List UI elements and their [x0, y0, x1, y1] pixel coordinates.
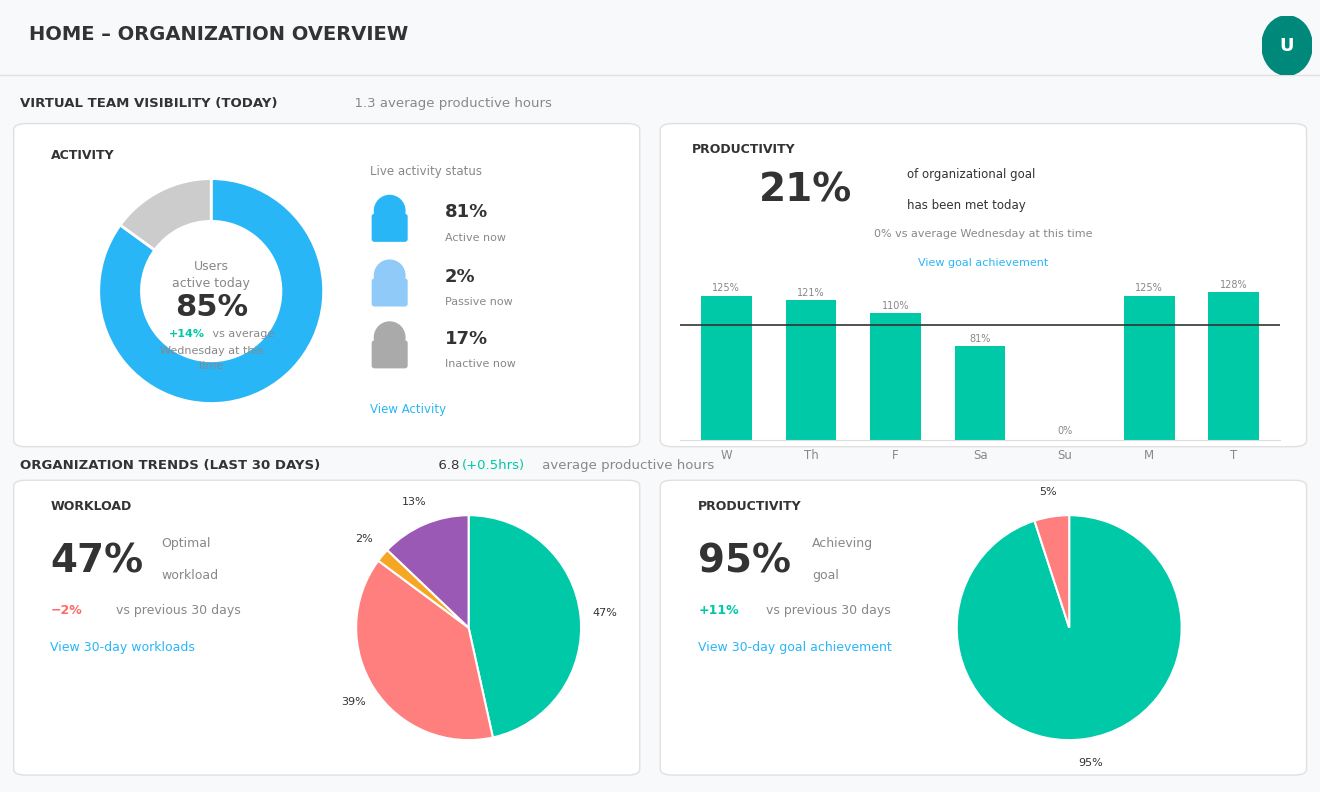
Text: View Activity: View Activity [370, 402, 446, 416]
Text: Achieving: Achieving [812, 537, 874, 550]
Text: Passive now: Passive now [445, 297, 513, 307]
Wedge shape [387, 515, 469, 627]
Text: ACTIVITY: ACTIVITY [50, 149, 114, 162]
FancyBboxPatch shape [372, 214, 408, 242]
FancyBboxPatch shape [372, 341, 408, 368]
Circle shape [375, 196, 405, 227]
Text: 81%: 81% [445, 204, 488, 221]
Text: has been met today: has been met today [907, 200, 1026, 212]
Text: 2%: 2% [355, 535, 372, 544]
Circle shape [375, 322, 405, 353]
Text: 95%: 95% [698, 543, 791, 581]
Text: 95%: 95% [1078, 758, 1104, 768]
Text: 2%: 2% [445, 268, 475, 286]
Wedge shape [356, 561, 492, 740]
Bar [785, 300, 837, 440]
Text: View 30-day goal achievement: View 30-day goal achievement [698, 642, 892, 654]
FancyBboxPatch shape [660, 124, 1307, 447]
Legend: Optimal, High, Low, Varied: Optimal, High, Low, Varied [770, 711, 842, 777]
Wedge shape [469, 515, 581, 737]
Text: +14%: +14% [169, 329, 205, 339]
Text: +11%: +11% [698, 604, 739, 617]
Text: 47%: 47% [50, 543, 144, 581]
Text: WORKLOAD: WORKLOAD [50, 501, 132, 513]
Text: View 30-day workloads: View 30-day workloads [50, 642, 195, 654]
Text: vs previous 30 days: vs previous 30 days [762, 604, 891, 617]
Text: ORGANIZATION TRENDS (LAST 30 DAYS): ORGANIZATION TRENDS (LAST 30 DAYS) [20, 459, 319, 472]
Wedge shape [379, 550, 469, 627]
Text: of organizational goal: of organizational goal [907, 168, 1036, 181]
Text: Active now: Active now [445, 233, 506, 242]
Text: 47%: 47% [593, 607, 618, 618]
Text: Live activity status: Live activity status [370, 165, 482, 177]
Wedge shape [957, 515, 1181, 740]
Text: workload: workload [161, 569, 218, 582]
Bar [954, 346, 1006, 440]
Wedge shape [120, 178, 211, 250]
Wedge shape [99, 178, 323, 403]
Text: 85%: 85% [174, 293, 248, 322]
Text: Wednesday at this: Wednesday at this [160, 345, 263, 356]
Text: 21%: 21% [759, 171, 853, 209]
Text: time: time [198, 361, 224, 371]
Bar [870, 313, 921, 440]
Text: −2%: −2% [50, 604, 82, 617]
Bar [1123, 295, 1175, 440]
Text: 5%: 5% [1039, 487, 1056, 497]
Circle shape [375, 260, 405, 291]
Text: 0%: 0% [1057, 426, 1072, 436]
Text: average productive hours: average productive hours [539, 459, 714, 472]
FancyBboxPatch shape [13, 124, 640, 447]
Text: PRODUCTIVITY: PRODUCTIVITY [692, 143, 796, 155]
Wedge shape [1035, 515, 1069, 627]
Text: HOME – ORGANIZATION OVERVIEW: HOME – ORGANIZATION OVERVIEW [29, 25, 408, 44]
Text: VIRTUAL TEAM VISIBILITY (TODAY): VIRTUAL TEAM VISIBILITY (TODAY) [20, 97, 277, 109]
Legend: Achieving, Missing: Achieving, Missing [1317, 750, 1320, 785]
Text: Optimal: Optimal [161, 537, 210, 550]
Text: 0% vs average Wednesday at this time: 0% vs average Wednesday at this time [874, 230, 1093, 239]
Text: vs previous 30 days: vs previous 30 days [112, 604, 240, 617]
Text: (+0.5hrs): (+0.5hrs) [462, 459, 524, 472]
Text: active today: active today [173, 276, 249, 290]
FancyBboxPatch shape [13, 480, 640, 775]
FancyBboxPatch shape [372, 279, 408, 307]
Bar [701, 295, 751, 440]
Text: 128%: 128% [1220, 280, 1247, 290]
Text: 121%: 121% [797, 288, 825, 298]
Text: U: U [1280, 36, 1294, 55]
FancyBboxPatch shape [660, 480, 1307, 775]
Text: 17%: 17% [445, 329, 488, 348]
Text: 39%: 39% [341, 697, 366, 707]
Text: 6.8: 6.8 [429, 459, 463, 472]
Bar [1209, 292, 1259, 440]
Text: vs average: vs average [209, 329, 275, 339]
Text: 81%: 81% [969, 334, 991, 344]
Text: 125%: 125% [713, 284, 741, 294]
Text: 125%: 125% [1135, 284, 1163, 294]
Text: 1.3 average productive hours: 1.3 average productive hours [346, 97, 552, 109]
Text: 110%: 110% [882, 301, 909, 310]
Text: Users: Users [194, 260, 228, 272]
Text: PRODUCTIVITY: PRODUCTIVITY [698, 501, 803, 513]
Text: 13%: 13% [403, 497, 426, 507]
Text: View goal achievement: View goal achievement [919, 258, 1048, 268]
Circle shape [1262, 16, 1312, 75]
Text: goal: goal [812, 569, 840, 582]
Text: Inactive now: Inactive now [445, 359, 516, 369]
